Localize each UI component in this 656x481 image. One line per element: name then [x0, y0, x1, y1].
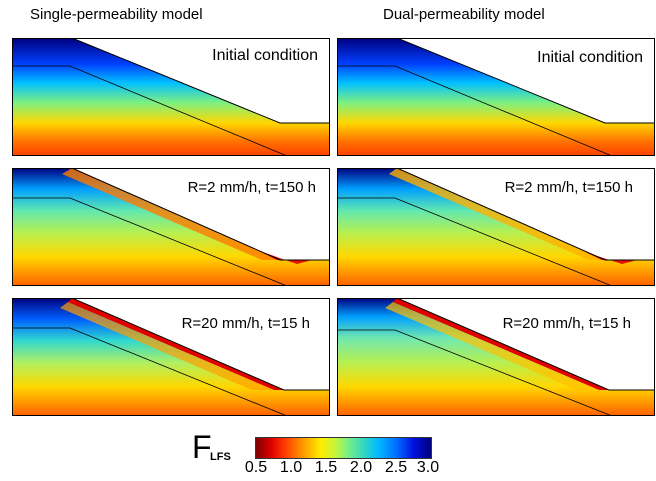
panel-dual-initial: Initial condition	[337, 38, 655, 156]
colorbar-tick: 2.5	[384, 459, 408, 476]
layer-boundary-line	[12, 65, 288, 156]
panel-label: R=20 mm/h, t=15 h	[503, 315, 631, 332]
panel-label: Initial condition	[537, 49, 643, 66]
panel-single-r20: R=20 mm/h, t=15 h	[12, 298, 330, 416]
left-column-title: Single-permeability model	[30, 6, 203, 23]
panel-dual-r20: R=20 mm/h, t=15 h	[337, 298, 655, 416]
colorbar-tick: 0.5	[244, 459, 268, 476]
colorbar-tick: 2.0	[349, 459, 373, 476]
colorbar-tick: 1.0	[279, 459, 303, 476]
slope-surface-line	[337, 38, 655, 124]
layer-boundary-line	[337, 65, 613, 156]
colorbar	[255, 437, 432, 459]
colorbar-subscript: LFS	[210, 451, 231, 463]
colorbar-tick: 1.5	[314, 459, 338, 476]
colorbar-symbol: F	[192, 429, 212, 465]
panel-single-r2: R=2 mm/h, t=150 h	[12, 168, 330, 286]
panel-dual-r2: R=2 mm/h, t=150 h	[337, 168, 655, 286]
panel-label: R=20 mm/h, t=15 h	[182, 315, 310, 332]
colorbar-tick: 3.0	[416, 459, 440, 476]
panel-label: R=2 mm/h, t=150 h	[188, 179, 316, 196]
panel-single-initial: Initial condition	[12, 38, 330, 156]
panel-label: Initial condition	[212, 47, 318, 64]
right-column-title: Dual-permeability model	[383, 6, 545, 23]
slope-surface-line	[12, 38, 330, 124]
panel-label: R=2 mm/h, t=150 h	[505, 179, 633, 196]
